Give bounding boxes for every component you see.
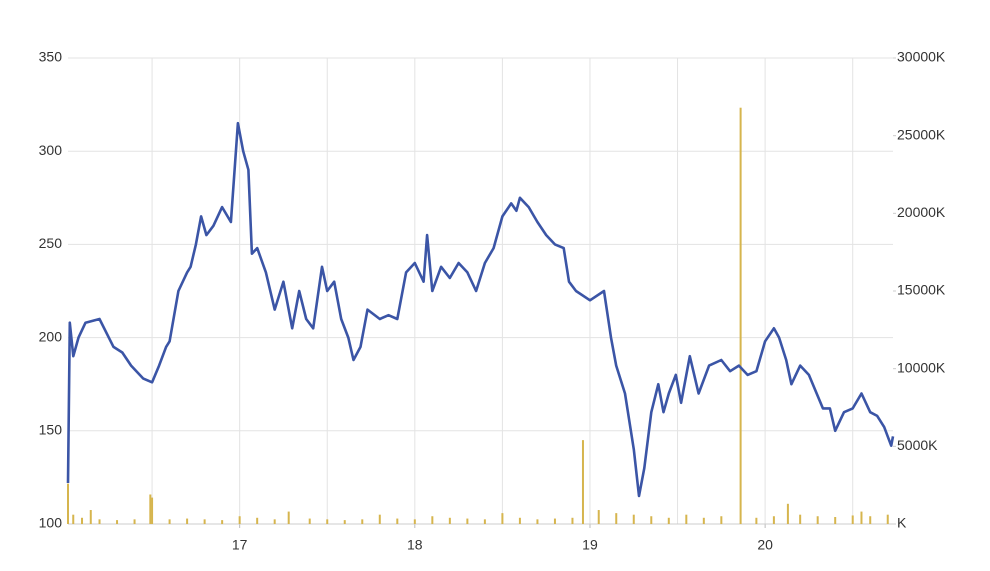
volume-bar [221, 520, 224, 524]
volume-bar [431, 516, 434, 524]
volume-bar [308, 518, 311, 524]
volume-bar [886, 514, 889, 524]
x-tick-label: 19 [582, 537, 598, 553]
y2-tick-label: 10000K [897, 359, 946, 375]
y-tick-label: 250 [39, 235, 63, 251]
y-tick-label: 150 [39, 422, 63, 438]
y2-tick-label: 20000K [897, 204, 946, 220]
volume-bar [772, 516, 775, 524]
volume-bar [81, 517, 84, 524]
volume-bar [597, 510, 600, 524]
y2-tick-label: K [897, 515, 907, 531]
volume-bar [799, 514, 802, 524]
volume-bar [834, 517, 837, 524]
volume-bar [448, 517, 451, 524]
volume-bar [702, 517, 705, 524]
y2-tick-label: 5000K [897, 437, 938, 453]
volume-bar [256, 517, 259, 524]
volume-bar [501, 513, 504, 524]
volume-bar [287, 511, 290, 524]
volume-bar [518, 517, 521, 524]
x-tick-label: 20 [757, 537, 773, 553]
price-line [66, 121, 895, 498]
volume-bar [667, 517, 670, 524]
y-tick-label: 350 [39, 49, 63, 65]
volume-bar [72, 514, 75, 524]
volume-bar [396, 518, 399, 524]
y-tick-label: 300 [39, 142, 63, 158]
volume-bar [869, 516, 872, 524]
y-tick-label: 100 [39, 515, 63, 531]
volume-bar [361, 519, 364, 524]
volume-bar [536, 519, 539, 524]
volume-bar [98, 519, 101, 524]
x-tick-label: 17 [232, 537, 248, 553]
volume-bar [67, 483, 69, 524]
volume-bar [615, 513, 618, 524]
volume-bar [168, 519, 171, 524]
volume-bar [116, 520, 119, 524]
volume-bar [632, 514, 635, 524]
volume-bar [343, 520, 346, 524]
volume-bar [466, 518, 469, 524]
volume-bar [755, 517, 758, 524]
volume-bar [238, 516, 241, 524]
volume-bar [203, 519, 206, 524]
volume-bar [816, 516, 819, 524]
volume-bar [553, 518, 556, 524]
y2-tick-label: 25000K [897, 126, 946, 142]
y2-tick-label: 15000K [897, 282, 946, 298]
volume-bar [133, 519, 136, 524]
volume-bar [581, 440, 584, 524]
x-tick-label: 18 [407, 537, 423, 553]
volume-bar [483, 519, 486, 524]
volume-bar [149, 494, 152, 524]
volume-bar [326, 519, 329, 524]
volume-bar [151, 497, 154, 524]
y2-tick-label: 30000K [897, 49, 946, 65]
volume-bar [685, 514, 688, 524]
volume-bar [273, 519, 276, 524]
volume-bar [720, 516, 723, 524]
volume-bar [851, 515, 854, 524]
volume-bar [378, 514, 381, 524]
volume-bar [786, 503, 789, 524]
volume-bar [413, 519, 416, 524]
volume-bar [571, 517, 574, 524]
volume-bar [89, 510, 92, 524]
volume-bar [860, 511, 863, 524]
volume-bar [650, 516, 653, 524]
volume-bar [186, 518, 189, 524]
y-tick-label: 200 [39, 328, 63, 344]
volume-bar [739, 107, 742, 524]
